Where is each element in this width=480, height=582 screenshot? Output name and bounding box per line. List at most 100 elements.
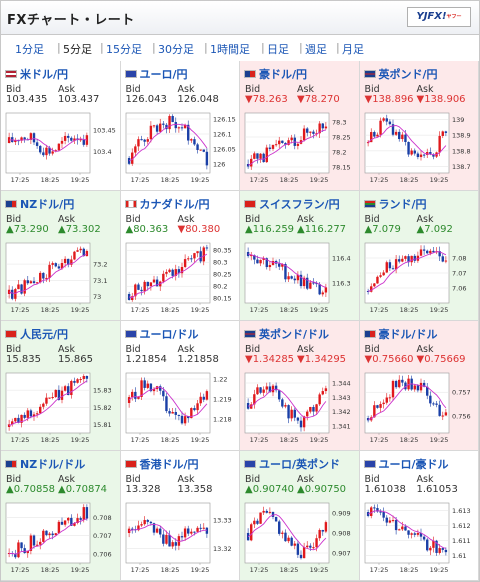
- tab-2[interactable]: 5分足: [63, 43, 92, 56]
- candle-body: [324, 126, 328, 129]
- y-tick-label: 1.343: [332, 394, 351, 402]
- pair-card[interactable]: 香港ドル/円 Bid Ask 13.328 13.358 13.33 13.32 17:25 1…: [120, 451, 240, 581]
- pair-card[interactable]: スイスフラン/円 Bid Ask ▲116.259 ▲116.277 116.4 116.3…: [240, 191, 360, 321]
- candlestick-chart[interactable]: 1.344 1.343 1.342 1.341 17:25 18:25 19:25: [243, 369, 357, 449]
- candle-body: [406, 141, 410, 155]
- pair-name-link[interactable]: 人民元/円: [20, 328, 69, 341]
- y-tick-label: 0.756: [452, 413, 471, 421]
- pair-name-link[interactable]: 豪ドル/ドル: [378, 328, 438, 341]
- x-tick-label: 18:25: [280, 306, 299, 314]
- pair-name-link[interactable]: スイスフラン/円: [259, 198, 340, 211]
- x-tick-label: 18:25: [160, 306, 179, 314]
- candlestick-chart[interactable]: 15.83 15.82 15.81 17:25 18:25 19:25: [4, 369, 118, 449]
- x-tick-label: 19:25: [71, 566, 90, 574]
- tab-1[interactable]: 1分足: [15, 43, 44, 56]
- pair-card[interactable]: ユーロ/円 Bid Ask 126.043 126.048 126.15 126.1 126.…: [120, 61, 240, 191]
- candle-body: [67, 386, 70, 396]
- pair-card[interactable]: 豪ドル/ドル Bid Ask ▼0.75660 ▼0.75669 0.757 0.756 17…: [359, 321, 479, 451]
- candle-body: [70, 259, 73, 265]
- pair-header: カナダドル/円: [124, 196, 210, 212]
- pair-card[interactable]: カナダドル/円 Bid Ask ▲80.363 ▼80.380 80.35 80.3 80.2…: [120, 191, 240, 321]
- candlestick-chart[interactable]: 7.08 7.07 7.06 17:25 18:25 19:25: [363, 239, 477, 319]
- candlestick-chart[interactable]: 103.45 103.4 17:25 18:25 19:25: [4, 109, 118, 189]
- pair-name-link[interactable]: NZドル/円: [20, 198, 75, 211]
- candlestick-chart[interactable]: 0.757 0.756 17:25 18:25 19:25: [363, 369, 477, 449]
- candlestick-chart[interactable]: 1.613 1.612 1.611 1.61 17:25 18:25 19:25: [363, 499, 477, 579]
- pair-card[interactable]: ユーロ/英ポンド Bid Ask ▲0.90740 ▲0.90750 0.909 0.908…: [240, 451, 360, 581]
- pair-name-link[interactable]: ユーロ/豪ドル: [378, 458, 449, 471]
- candle-body: [265, 258, 268, 268]
- pair-card[interactable]: ユーロ/ドル Bid Ask 1.21854 1.21858 1.22 1.219 1.218…: [120, 321, 240, 451]
- candlestick-chart[interactable]: 1.22 1.219 1.218 17:25 18:25 19:25: [124, 369, 238, 449]
- pair-card[interactable]: 英ポンド/円 Bid Ask ▼138.896 ▼138.906 139 138.9 138.…: [359, 61, 479, 191]
- pair-name-link[interactable]: NZドル/ドル: [20, 458, 86, 471]
- flag-icon: [363, 330, 376, 338]
- y-tick-label: 0.908: [332, 530, 351, 538]
- pair-card[interactable]: NZドル/ドル Bid Ask ▲0.70858 ▲0.70874 0.708 0.707 0…: [1, 451, 121, 581]
- candle-body: [57, 143, 61, 151]
- pair-name-link[interactable]: 香港ドル/円: [139, 458, 199, 471]
- candle-body: [287, 405, 290, 419]
- candle-body: [284, 405, 287, 407]
- pair-header: 香港ドル/円: [124, 456, 199, 472]
- candlestick-chart[interactable]: 0.909 0.908 0.907 17:25 18:25 19:25: [243, 499, 357, 579]
- pair-card[interactable]: 人民元/円 Bid Ask 15.835 15.865 15.83 15.82 15.81 17…: [1, 321, 121, 451]
- tab-7[interactable]: 週足: [305, 43, 327, 56]
- candlestick-chart[interactable]: 116.4 116.3 17:25 18:25 19:25: [243, 239, 357, 319]
- bid-label: Bid: [364, 344, 380, 355]
- candle-body: [152, 279, 155, 283]
- candlestick-chart[interactable]: 139 138.9 138.8 138.7 17:25 18:25 19:25: [363, 109, 477, 189]
- y-tick-label: 1.218: [213, 416, 232, 424]
- x-tick-label: 19:25: [71, 306, 90, 314]
- y-tick-label: 139: [452, 116, 464, 124]
- yjfx-logo[interactable]: YJFX!ヤフー: [407, 7, 471, 27]
- ask-label: Ask: [177, 84, 195, 95]
- candle-body: [152, 125, 155, 127]
- pair-name-link[interactable]: 英ポンド/ドル: [259, 328, 330, 341]
- candlestick-chart[interactable]: 13.33 13.32 17:25 18:25 19:25: [124, 499, 238, 579]
- pair-name-link[interactable]: ユーロ/英ポンド: [259, 458, 341, 471]
- x-tick-label: 19:25: [310, 176, 329, 184]
- tab-3[interactable]: 15分足: [106, 43, 142, 56]
- bid-label: Bid: [364, 474, 380, 485]
- pair-name-link[interactable]: ユーロ/ドル: [139, 328, 199, 341]
- tab-8[interactable]: 月足: [342, 43, 364, 56]
- candle-body: [394, 380, 397, 388]
- plot-area: [364, 502, 449, 564]
- chart-svg: 15.83 15.82 15.81 17:25 18:25 19:25: [5, 372, 112, 444]
- pair-name-link[interactable]: 米ドル/円: [20, 68, 69, 81]
- candle-body: [437, 404, 441, 416]
- candlestick-chart[interactable]: 80.35 80.3 80.25 80.2 80.15 17:25 18:25 19:25: [124, 239, 238, 319]
- candlestick-chart[interactable]: 78.3 78.25 78.2 78.15 17:25 18:25 19:25: [243, 109, 357, 189]
- candlestick-chart[interactable]: 73.2 73.1 73 17:25 18:25 19:25: [4, 239, 118, 319]
- pair-header: ユーロ/豪ドル: [363, 456, 449, 472]
- pair-card[interactable]: ユーロ/豪ドル Bid Ask 1.61038 1.61053 1.613 1.612 1.6…: [359, 451, 479, 581]
- pair-card[interactable]: ランド/円 Bid Ask ▲7.079 ▲7.092 7.08 7.07 7.06 17:25…: [359, 191, 479, 321]
- tab-6[interactable]: 日足: [267, 43, 289, 56]
- candle-body: [189, 531, 193, 534]
- pair-card[interactable]: 英ポンド/ドル Bid Ask ▼1.34285 ▼1.34295 1.344 1.343 1…: [240, 321, 360, 451]
- bid-value: ▲0.70858: [6, 484, 56, 495]
- y-tick-label: 73.2: [93, 261, 107, 269]
- page-title: FXチャート・レート: [7, 13, 135, 28]
- tab-5[interactable]: 1時間足: [210, 43, 250, 56]
- candle-body: [419, 154, 422, 158]
- candlestick-chart[interactable]: 0.708 0.707 0.706 17:25 18:25 19:25: [4, 499, 118, 579]
- candle-body: [262, 258, 265, 260]
- pair-card[interactable]: 米ドル/円 Bid Ask 103.435 103.437 103.45 103.4 17:2…: [1, 61, 121, 191]
- pair-name-link[interactable]: 英ポンド/円: [378, 68, 438, 81]
- candle-body: [42, 403, 45, 407]
- tab-4[interactable]: 30分足: [158, 43, 194, 56]
- pair-card[interactable]: 豪ドル/円 Bid Ask ▼78.263 ▼78.270 78.3 78.25 78.2 78…: [240, 61, 360, 191]
- candle-body: [284, 142, 287, 145]
- candlestick-chart[interactable]: 126.15 126.1 126.05 126 17:25 18:25 19:25: [124, 109, 238, 189]
- flag-icon: [363, 200, 376, 208]
- x-tick-label: 19:25: [190, 306, 209, 314]
- pair-name-link[interactable]: カナダドル/円: [139, 198, 210, 211]
- pair-name-link[interactable]: 豪ドル/円: [259, 68, 308, 81]
- pair-card[interactable]: NZドル/円 Bid Ask ▲73.290 ▲73.302 73.2 73.1 73 17:2…: [1, 191, 121, 321]
- pair-name-link[interactable]: ランド/円: [378, 198, 427, 211]
- pair-name-link[interactable]: ユーロ/円: [139, 68, 188, 81]
- candle-body: [259, 387, 262, 393]
- y-tick-label: 78.3: [332, 119, 346, 127]
